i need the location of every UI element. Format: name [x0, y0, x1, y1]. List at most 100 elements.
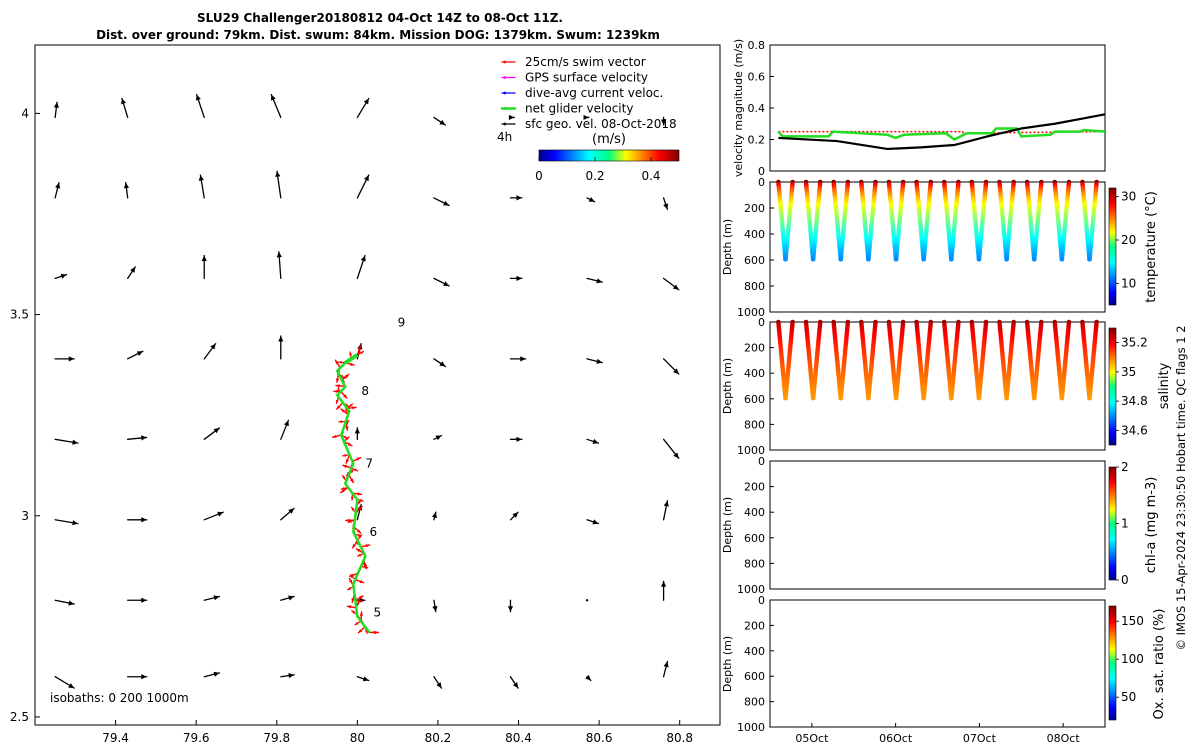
chla-cbar-label: chl-a (mg m-3)	[1144, 477, 1159, 574]
geo-vector	[354, 427, 360, 440]
map-y-tick-label: 3	[21, 509, 29, 523]
legend-swatch	[501, 122, 516, 126]
geo-vector	[586, 196, 596, 203]
geo-vector	[507, 599, 514, 613]
geo-vector	[121, 97, 129, 119]
salinity-profile-point	[838, 395, 844, 401]
velocity-series-line	[778, 113, 1106, 151]
day-label: 8	[361, 384, 369, 398]
swim-vector	[340, 390, 348, 399]
salinity-y-tick-label: 800	[744, 418, 765, 431]
salinity-profile-point	[1059, 395, 1065, 401]
salinity-colorbar	[1108, 327, 1117, 446]
legend-item: 25cm/s swim vector	[501, 55, 646, 69]
salinity-profile-point	[921, 395, 927, 401]
oxygen-cbar-tick-label: 150	[1121, 614, 1144, 628]
geo-vector	[127, 597, 148, 603]
title-line-2: Dist. over ground: 79km. Dist. swum: 84k…	[96, 28, 660, 42]
geo-vector	[53, 101, 59, 119]
map-frame	[34, 44, 721, 726]
temperature-profile-point	[949, 256, 954, 262]
salinity-frame	[769, 321, 1106, 451]
swim-vector	[336, 401, 344, 410]
temperature-y-tick-label: 800	[744, 280, 765, 293]
legend-label: net glider velocity	[525, 102, 633, 116]
geo-vector	[356, 174, 370, 199]
temperature-profile-point	[866, 256, 871, 262]
map-y-tick-label: 2.5	[10, 710, 29, 724]
swim-vector	[360, 544, 371, 548]
map-x-tick-label: 80.2	[425, 731, 452, 745]
legend-swatch	[501, 75, 516, 80]
temperature-profile-point	[976, 256, 982, 262]
colorbar-tick-label: 0.4	[641, 169, 660, 183]
chla-colorbar	[1108, 466, 1117, 581]
velocity-y-tick-label: 0.6	[748, 71, 766, 84]
velocity-series-line	[777, 127, 1106, 141]
geo-vector	[509, 676, 519, 689]
geo-vector	[662, 197, 669, 210]
chla-y-tick-label: 1000	[737, 583, 765, 596]
geo-vector	[276, 251, 282, 280]
geo-vector	[127, 350, 144, 360]
day-label: 5	[373, 605, 381, 619]
chla-cbar-tick-label: 2	[1121, 460, 1129, 474]
oxygen-y-tick-label: 200	[744, 619, 765, 632]
geo-vector	[54, 182, 61, 199]
geo-vector	[203, 511, 224, 521]
swim-vector	[357, 626, 366, 634]
oxygen-y-tick-label: 800	[744, 696, 765, 709]
temperature-profile-point	[838, 256, 844, 262]
map-x-ticks: 79.4 79.6 79.8 80 80.2 80.4 80.6 80.8	[102, 720, 693, 745]
geo-vector	[280, 507, 295, 521]
time-tick-label: 07Oct	[963, 732, 997, 745]
geo-vector	[54, 438, 79, 445]
legend-label: 25cm/s swim vector	[525, 55, 646, 69]
salinity-y-tick-label: 1000	[737, 444, 765, 457]
velocity-panel: 0 0.2 0.4 0.6 0.8 velocity magnitude (m/s)	[732, 39, 1106, 178]
velocity-frame	[769, 44, 1106, 172]
geo-vector	[356, 254, 366, 280]
salinity-y-tick-label: 200	[744, 342, 765, 355]
net-glider-track	[335, 353, 371, 634]
geo-vector	[54, 356, 75, 362]
salinity-cbar-tick-label: 35	[1121, 365, 1136, 379]
velocity-series-line	[778, 130, 1106, 134]
geo-vector	[433, 277, 450, 287]
geo-vector	[203, 342, 217, 360]
swim-vector	[346, 406, 357, 410]
day-labels: 5 6 7 8 9	[361, 316, 405, 620]
geo-vector	[123, 182, 130, 199]
oxygen-cbar-tick-label: 50	[1121, 690, 1136, 704]
temperature-profile-point	[810, 256, 816, 262]
speed-colorbar-ticks: 0 0.2 0.4	[535, 157, 661, 183]
map-x-tick-label: 80	[350, 731, 365, 745]
swim-vector	[331, 434, 343, 439]
chla-cbar-tick-label: 0	[1121, 573, 1129, 587]
legend-time-label: 4h	[497, 130, 512, 144]
map-x-tick-label: 80.8	[666, 731, 693, 745]
swim-vector	[335, 384, 346, 388]
salinity-y-tick-label: 0	[758, 316, 765, 329]
velocity-ylabel: velocity magnitude (m/s)	[732, 39, 745, 177]
time-tick-label: 05Oct	[795, 732, 829, 745]
swim-vector	[342, 464, 353, 469]
geo-vector	[660, 116, 667, 126]
geo-vector	[127, 266, 136, 280]
map-legend: 25cm/s swim vector GPS surface velocitydi…	[497, 55, 680, 183]
temperature-ylabel: Depth (m)	[721, 219, 734, 275]
temperature-cbar-tick-label: 30	[1121, 190, 1136, 204]
legend-item: dive-avg current veloc.	[501, 86, 663, 100]
geo-vector	[509, 356, 527, 362]
geo-vector	[356, 97, 370, 119]
chla-y-tick-label: 800	[744, 557, 765, 570]
geo-vector	[585, 599, 589, 602]
temperature-panel: 0 200 400 600 800 1000 Depth (m) 10 20 30 tempe…	[721, 176, 1159, 319]
temperature-frame	[769, 181, 1106, 313]
legend-label: GPS surface velocity	[525, 71, 648, 85]
temperature-y-tick-label: 0	[758, 176, 765, 189]
geo-vector	[201, 254, 207, 280]
salinity-y-tick-label: 400	[744, 367, 765, 380]
temperature-y-tick-label: 200	[744, 202, 765, 215]
geo-vector	[127, 674, 148, 680]
